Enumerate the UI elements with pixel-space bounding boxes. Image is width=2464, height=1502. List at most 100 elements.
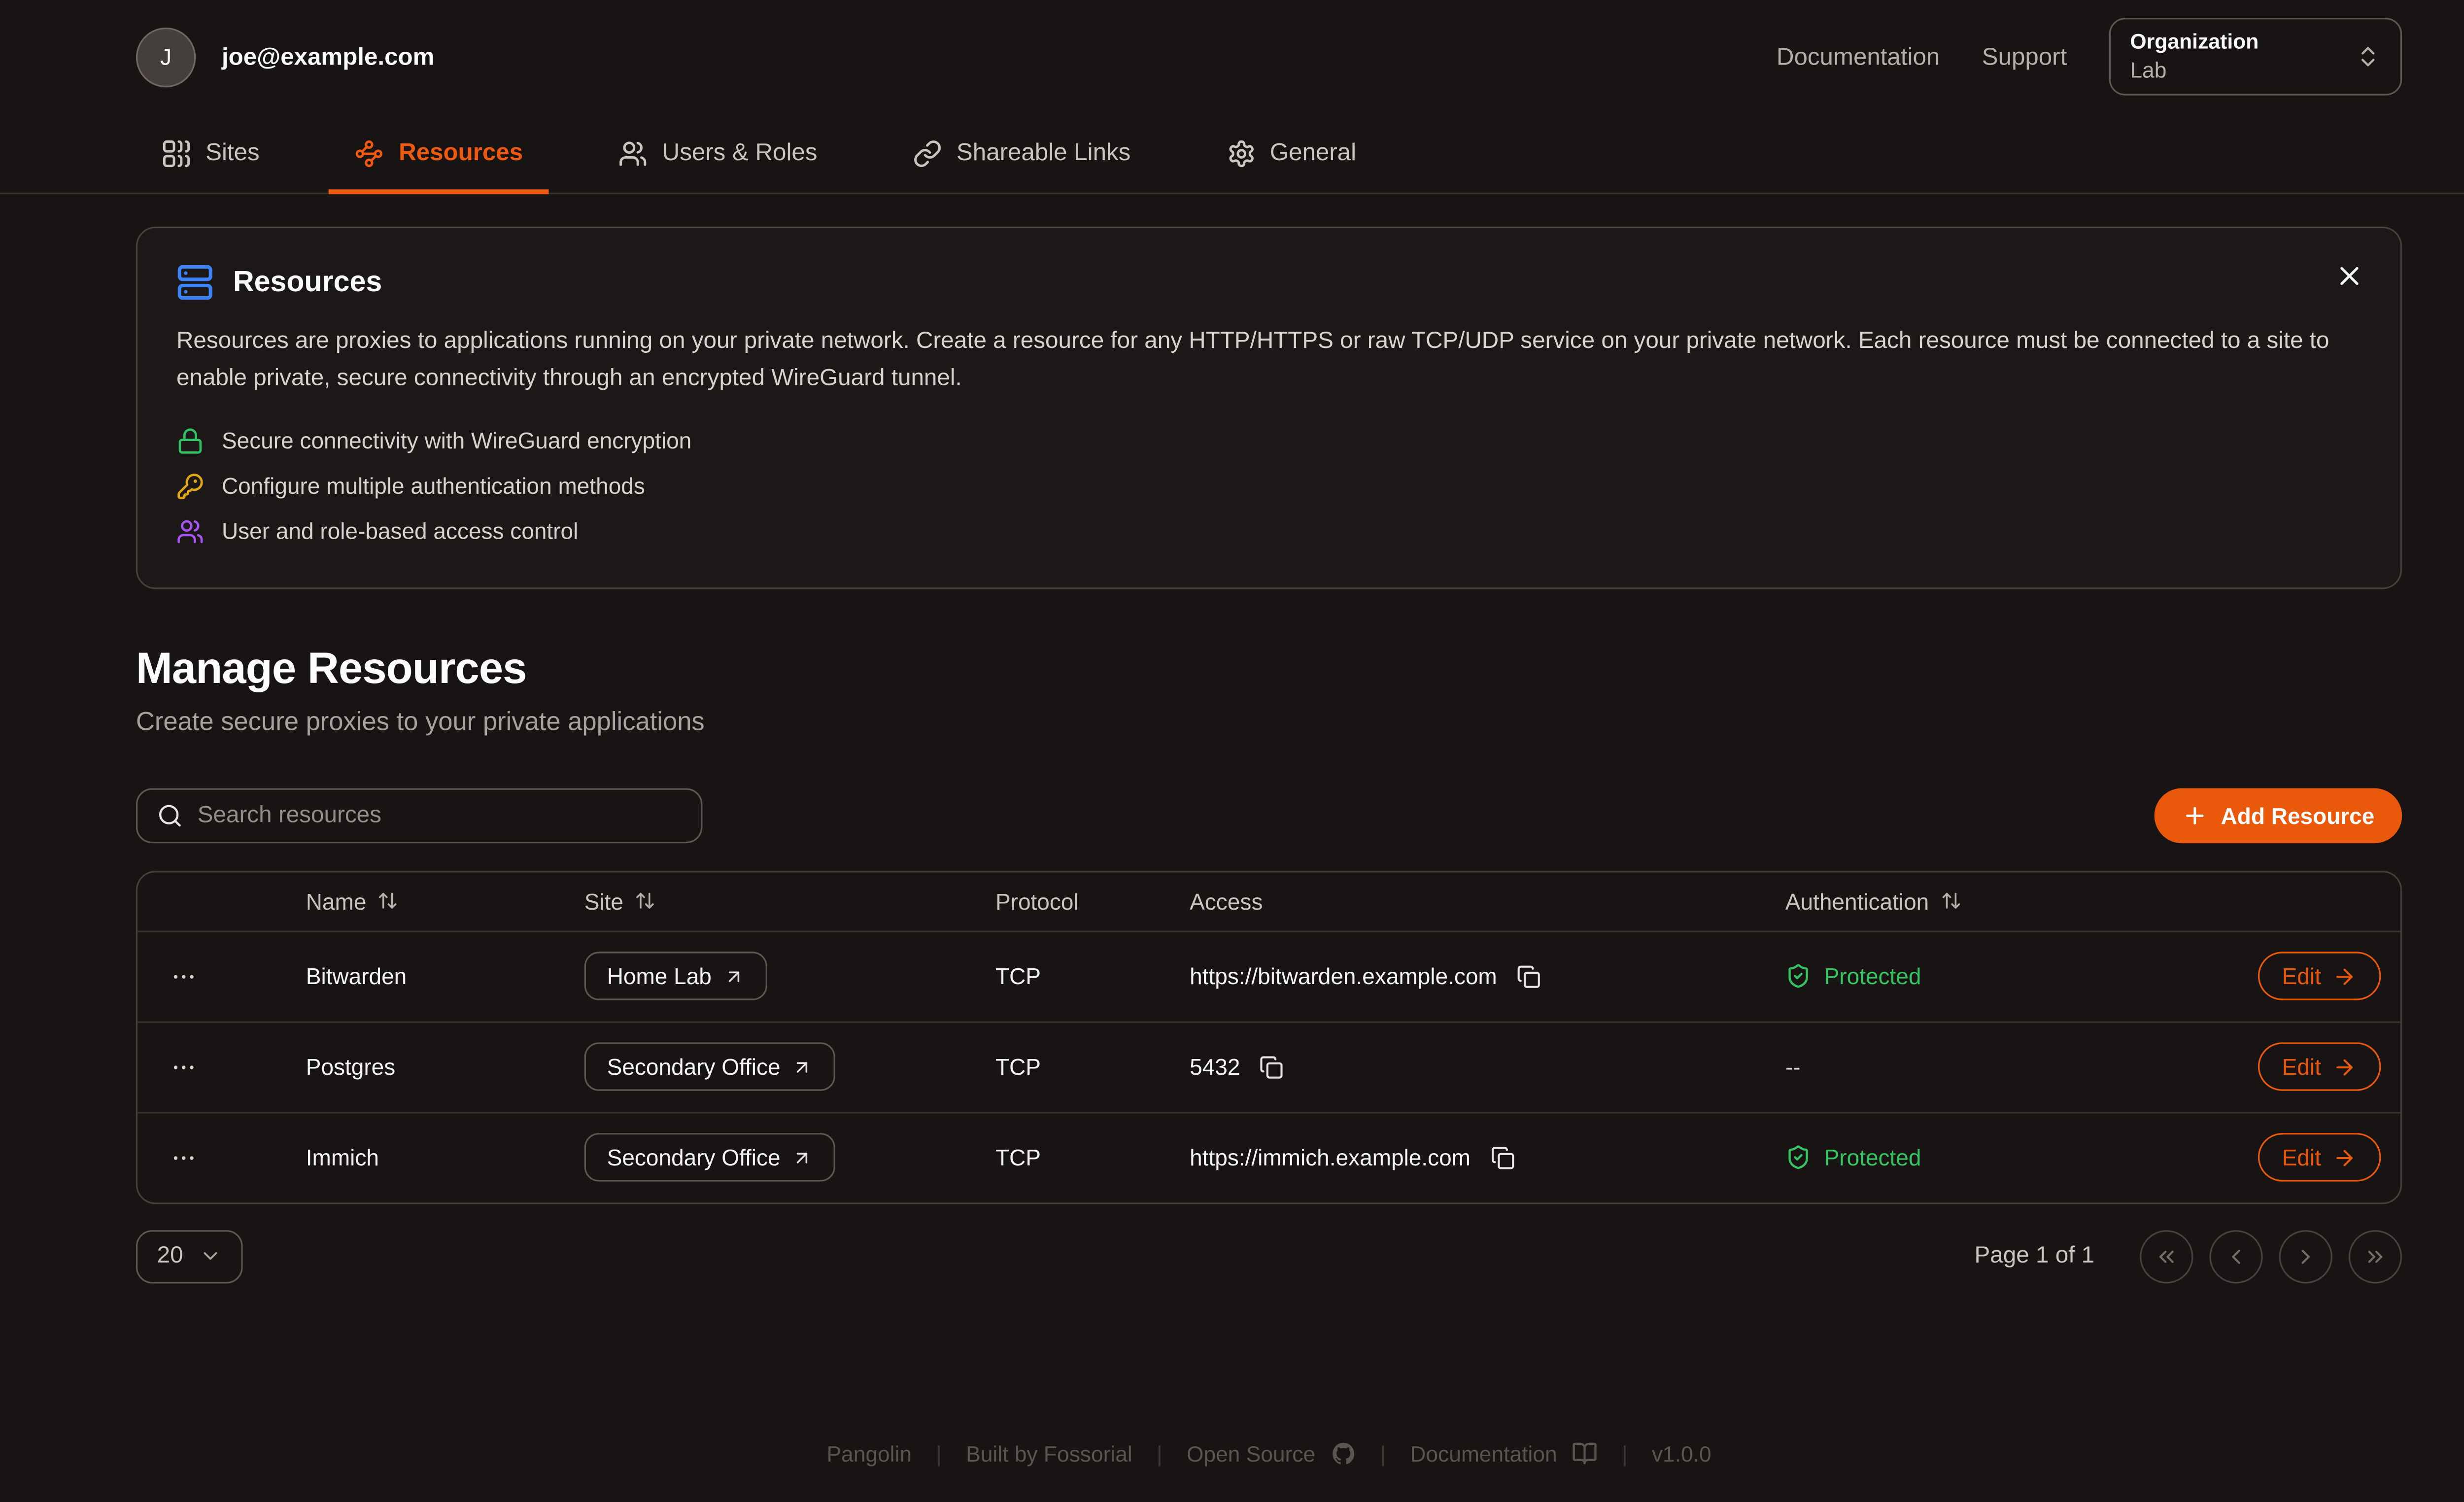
- feature-authentication: Configure multiple authentication method…: [176, 473, 2361, 500]
- resource-access-url: https://immich.example.com: [1190, 1145, 1471, 1171]
- copy-icon[interactable]: [1256, 1052, 1287, 1083]
- column-header-access: Access: [1190, 888, 1263, 915]
- chevrons-right-icon: [2368, 1250, 2383, 1263]
- close-icon[interactable]: [2329, 256, 2368, 295]
- site-link-button[interactable]: Secondary Office: [584, 1043, 836, 1092]
- resource-name: Bitwarden: [306, 963, 407, 990]
- tab-shareable-links[interactable]: Shareable Links: [887, 113, 1157, 193]
- tab-resources[interactable]: Resources: [329, 113, 549, 195]
- add-resource-button[interactable]: Add Resource: [2154, 788, 2402, 844]
- site-link-button[interactable]: Home Lab: [584, 952, 767, 1001]
- first-page-button[interactable]: [2140, 1230, 2193, 1284]
- next-page-button[interactable]: [2279, 1230, 2332, 1284]
- nav-documentation-link[interactable]: Documentation: [1776, 43, 1940, 70]
- info-card-title: Resources: [233, 265, 382, 298]
- feature-text: User and role-based access control: [221, 518, 579, 545]
- organization-value: Lab: [2130, 58, 2167, 82]
- edit-button[interactable]: Edit: [2258, 1133, 2381, 1183]
- resource-protocol: TCP: [995, 1145, 1041, 1171]
- footer-separator: |: [1380, 1441, 1386, 1466]
- users-roles-icon: [619, 140, 647, 166]
- info-card-description: Resources are proxies to applications ru…: [176, 328, 2329, 393]
- last-page-button[interactable]: [2348, 1230, 2402, 1284]
- feature-wireguard: Secure connectivity with WireGuard encry…: [176, 427, 2361, 455]
- table-header-row: Name Site Protocol Access Authentication: [137, 872, 2400, 930]
- pagination-bar: 20 Page 1 of 1: [136, 1230, 2402, 1284]
- page-subtitle: Create secure proxies to your private ap…: [136, 709, 705, 737]
- chevron-right-icon: [2301, 1249, 2310, 1264]
- arrow-right-icon: [2336, 1150, 2353, 1166]
- organization-selector[interactable]: Organization Lab: [2109, 18, 2402, 96]
- column-header-name[interactable]: Name: [280, 888, 558, 915]
- tab-users-roles[interactable]: Users & Roles: [592, 113, 843, 193]
- tab-label: Sites: [205, 139, 260, 167]
- user-email: joe@example.com: [221, 43, 435, 70]
- top-bar: J joe@example.com Documentation Support …: [0, 0, 2464, 113]
- feature-access-control: User and role-based access control: [176, 518, 2361, 546]
- table-row: Bitwarden Home Lab TCP https://bitwarden…: [137, 930, 2400, 1021]
- resources-table: Name Site Protocol Access Authentication: [136, 870, 2402, 1204]
- page-info: Page 1 of 1: [1974, 1244, 2095, 1270]
- chevron-left-icon: [2232, 1249, 2240, 1264]
- previous-page-button[interactable]: [2209, 1230, 2263, 1284]
- avatar-initial: J: [160, 43, 172, 70]
- column-header-site[interactable]: Site: [558, 888, 969, 915]
- resource-access-port: 5432: [1190, 1054, 1240, 1081]
- resources-info-card: Resources Resources are proxies to appli…: [136, 226, 2402, 589]
- footer-separator: |: [1157, 1441, 1163, 1466]
- search-box: [136, 788, 703, 844]
- github-icon: [1332, 1442, 1354, 1465]
- general-icon: [1228, 139, 1253, 167]
- column-header-authentication[interactable]: Authentication: [1759, 888, 2229, 915]
- table-row: Postgres Secondary Office TCP 5432 --: [137, 1021, 2400, 1112]
- copy-icon[interactable]: [1487, 1143, 1517, 1173]
- site-link-button[interactable]: Secondary Office: [584, 1133, 836, 1183]
- tab-label: Users & Roles: [662, 139, 818, 167]
- edit-button[interactable]: Edit: [2258, 952, 2381, 1001]
- footer-separator: |: [1622, 1441, 1628, 1466]
- page-size-select[interactable]: 20: [136, 1230, 243, 1284]
- edit-button[interactable]: Edit: [2258, 1043, 2381, 1092]
- plus-icon: [2186, 807, 2204, 825]
- lock-icon: [178, 428, 202, 454]
- tab-label: Resources: [399, 139, 523, 167]
- footer: Pangolin | Built by Fossorial | Open Sou…: [0, 1440, 2464, 1502]
- footer-version: v1.0.0: [1651, 1441, 1711, 1466]
- tab-sites[interactable]: Sites: [136, 113, 285, 193]
- row-menu-icon[interactable]: [164, 1047, 204, 1088]
- arrow-right-icon: [2336, 968, 2353, 985]
- page-title: Manage Resources: [136, 644, 527, 693]
- row-menu-icon[interactable]: [164, 956, 204, 997]
- arrow-up-right-icon: [728, 971, 739, 982]
- tab-bar: Sites Resources Users & Roles Shareable …: [0, 113, 2464, 195]
- arrow-right-icon: [2336, 1059, 2353, 1076]
- search-icon: [159, 805, 181, 827]
- sites-icon: [163, 139, 190, 167]
- footer-open-source-link[interactable]: Open Source: [1187, 1440, 1356, 1467]
- column-header-protocol: Protocol: [995, 888, 1079, 915]
- tab-label: General: [1269, 139, 1357, 167]
- resource-name: Postgres: [306, 1054, 396, 1081]
- resource-protocol: TCP: [995, 963, 1041, 990]
- add-resource-label: Add Resource: [2221, 803, 2375, 829]
- search-input[interactable]: [197, 803, 682, 829]
- chevron-down-icon: [204, 1253, 217, 1261]
- table-row: Immich Secondary Office TCP https://immi…: [137, 1112, 2400, 1202]
- toolbar: Add Resource: [136, 788, 2402, 844]
- copy-icon[interactable]: [1513, 961, 1544, 992]
- row-menu-icon[interactable]: [164, 1138, 204, 1178]
- server-icon: [177, 265, 212, 300]
- nav-support-link[interactable]: Support: [1982, 43, 2067, 70]
- chevrons-left-icon: [2159, 1250, 2174, 1263]
- footer-built-by: Built by Fossorial: [966, 1441, 1132, 1466]
- resource-access-url: https://bitwarden.example.com: [1190, 963, 1497, 990]
- key-icon: [177, 474, 203, 499]
- sort-icon: [636, 893, 654, 910]
- resource-name: Immich: [306, 1145, 379, 1171]
- auth-status-badge: Protected: [1785, 964, 1921, 990]
- footer-documentation-link[interactable]: Documentation: [1410, 1440, 1597, 1467]
- avatar[interactable]: J: [136, 27, 196, 87]
- auth-status-badge: --: [1785, 1054, 1801, 1081]
- tab-general[interactable]: General: [1200, 113, 1382, 193]
